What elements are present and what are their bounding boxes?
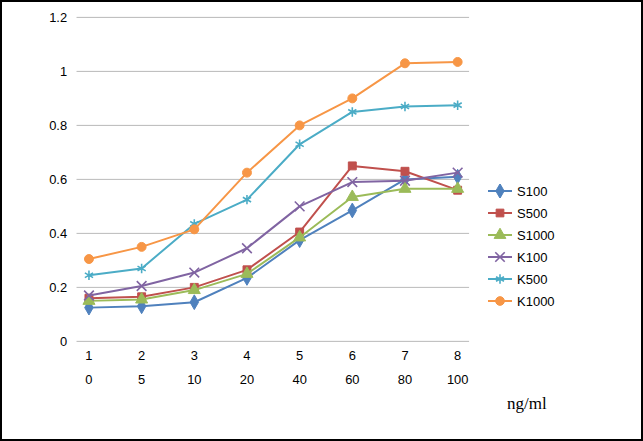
- svg-text:7: 7: [401, 348, 408, 363]
- html-text:S1000: S1000: [517, 227, 555, 243]
- svg-text:80: 80: [398, 372, 412, 387]
- svg-text:0.2: 0.2: [49, 280, 67, 295]
- svg-text:6: 6: [349, 348, 356, 363]
- html-text:K1000: K1000: [517, 293, 555, 309]
- svg-text:1.2: 1.2: [49, 10, 67, 25]
- svg-text:5: 5: [138, 372, 145, 387]
- svg-text:1: 1: [85, 348, 92, 363]
- svg-text:3: 3: [191, 348, 198, 363]
- svg-text:40: 40: [292, 372, 306, 387]
- svg-text:20: 20: [240, 372, 254, 387]
- html-text:ng/ml: ng/ml: [507, 394, 547, 413]
- svg-text:0.4: 0.4: [49, 226, 67, 241]
- svg-text:4: 4: [243, 348, 250, 363]
- svg-text:0.6: 0.6: [49, 172, 67, 187]
- svg-text:8: 8: [454, 348, 461, 363]
- html-text:K100: K100: [517, 249, 548, 265]
- svg-text:0.8: 0.8: [49, 118, 67, 133]
- svg-text:10: 10: [187, 372, 201, 387]
- svg-text:100: 100: [447, 372, 469, 387]
- svg-text:0: 0: [60, 334, 67, 349]
- svg-text:2: 2: [138, 348, 145, 363]
- svg-text:0: 0: [85, 372, 92, 387]
- html-text:K500: K500: [517, 271, 548, 287]
- svg-text:1: 1: [60, 64, 67, 79]
- svg-text:5: 5: [296, 348, 303, 363]
- html-text:S500: S500: [517, 205, 548, 221]
- html-text:S100: S100: [517, 183, 548, 199]
- svg-text:60: 60: [345, 372, 359, 387]
